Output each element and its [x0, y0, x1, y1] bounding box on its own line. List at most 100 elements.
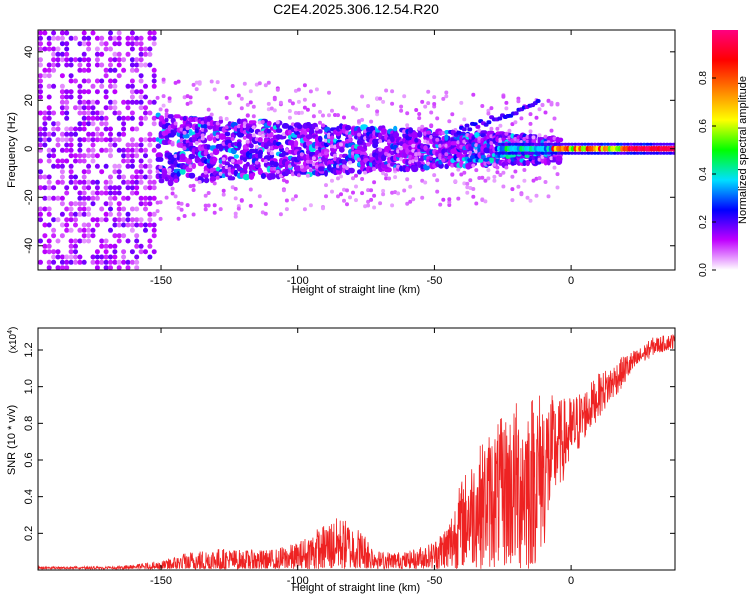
spectrogram-cell [129, 57, 135, 63]
spectrogram-cell [147, 243, 153, 249]
spectrogram-cell [203, 173, 209, 179]
spectrogram-cell [90, 190, 96, 196]
spectrogram-cell [167, 96, 172, 101]
spectrogram-cell [318, 135, 323, 143]
spectrogram-cell [112, 83, 118, 89]
spectrogram-cell [182, 133, 190, 139]
spectrogram-cell [563, 142, 568, 146]
spectrogram-cell [206, 121, 211, 126]
spectrogram-cell [77, 211, 83, 217]
spectrogram-cell [302, 207, 307, 212]
spectrogram-cell [81, 30, 87, 36]
spectrogram-cell [363, 204, 368, 209]
spectrogram-cell [125, 163, 131, 169]
spectrogram-cell [143, 115, 148, 121]
spectrogram-cell [510, 187, 515, 192]
spectrogram-cell [668, 151, 673, 155]
spectrogram-cell [638, 142, 643, 146]
spectrogram-cell [112, 105, 118, 111]
spectrogram-cell [318, 158, 322, 163]
spectrogram-cell [474, 143, 479, 148]
spectrogram-cell [81, 51, 87, 57]
spectrogram-cell [129, 174, 135, 180]
spectrogram-cell [417, 131, 423, 138]
spectrogram-cell [203, 177, 210, 184]
spectrogram-cell [51, 30, 57, 36]
spectrogram-cell [188, 164, 193, 169]
spectrogram-cell [533, 142, 538, 146]
spectrogram-cell [612, 151, 617, 155]
spectrogram-cell [94, 51, 100, 57]
snr-frame [37, 327, 676, 571]
spectrogram-cell [129, 190, 135, 196]
spectrogram-cell [116, 57, 122, 63]
spectrogram-cell [134, 206, 140, 212]
spectrogram-cell [221, 188, 226, 193]
spectrogram-cell [99, 190, 105, 196]
spectrogram-cell [200, 120, 205, 125]
spectrogram-cell [363, 136, 368, 141]
spectrogram-cell [209, 79, 214, 84]
spectrogram-cell [116, 137, 122, 143]
spectrogram-cell [51, 83, 57, 89]
spectrogram-cell [147, 185, 153, 191]
spectrogram-cell [94, 190, 100, 196]
spectrogram-cell [435, 116, 440, 121]
spectrogram-cell [462, 150, 468, 155]
spectrogram-cell [459, 100, 464, 105]
spectrogram-cell [546, 98, 551, 103]
spectrogram-cell [339, 123, 344, 130]
spectrogram-cell [46, 35, 52, 41]
spectrogram-cell [151, 35, 157, 41]
spectrogram-cell [318, 166, 325, 172]
spectrogram-cell [90, 115, 96, 121]
spectrogram-cell [55, 35, 61, 41]
spectrogram-cell [203, 203, 208, 208]
spectrogram-cell [675, 143, 679, 146]
spectrogram-cell [444, 152, 449, 157]
spectrogram-cell [112, 259, 118, 265]
spectrogram-cell [51, 217, 57, 223]
spectrogram-cell [302, 105, 307, 110]
spectrogram-cell [68, 73, 74, 79]
spectrogram-cell [77, 83, 83, 89]
spectrogram-cell [51, 249, 57, 255]
spectrogram-cell [456, 196, 461, 201]
spectrogram-cell [125, 142, 131, 148]
spectrogram-cell [522, 160, 527, 166]
spectrogram-cell [77, 137, 83, 143]
spectrogram-cell [586, 151, 591, 155]
spectrogram-cell [81, 67, 87, 73]
spectrogram-cell [38, 83, 43, 89]
x-tick-label: 0 [568, 575, 574, 587]
spectrogram-cell [471, 194, 476, 199]
spectrogram-cell [489, 134, 494, 139]
spectrogram-cell [46, 195, 52, 201]
spectrogram-cell [90, 201, 96, 207]
spectrogram-cell [64, 46, 70, 52]
spectrogram-cell [129, 137, 135, 143]
spectrogram-cell [474, 149, 479, 154]
spectrogram-cell [254, 163, 261, 168]
spectrogram-cell [429, 135, 434, 139]
spectrogram-cell [129, 142, 135, 148]
spectrogram-cell [372, 193, 377, 198]
spectrogram-cell [129, 41, 135, 47]
spectrogram-cell [417, 151, 422, 156]
spectrogram-cell [260, 133, 265, 138]
spectrogram-cell [354, 149, 362, 154]
spectrogram-cell [59, 163, 65, 169]
spectrogram-cell [51, 227, 57, 233]
spectrogram-cell [269, 172, 276, 180]
spectrogram-cell [632, 151, 637, 155]
spectrogram-cell [125, 259, 131, 265]
spectrogram-cell [528, 129, 533, 134]
colorbar-tick-label: 0.0 [698, 263, 709, 277]
spectrogram-cell [103, 46, 109, 52]
spectrogram-cell [336, 132, 341, 137]
spectrogram-cell [51, 126, 57, 132]
spectrogram-cell [59, 211, 65, 217]
spectrogram-cell [134, 35, 140, 41]
spectrogram-cell [248, 148, 256, 154]
spectrogram-cell [661, 151, 666, 155]
